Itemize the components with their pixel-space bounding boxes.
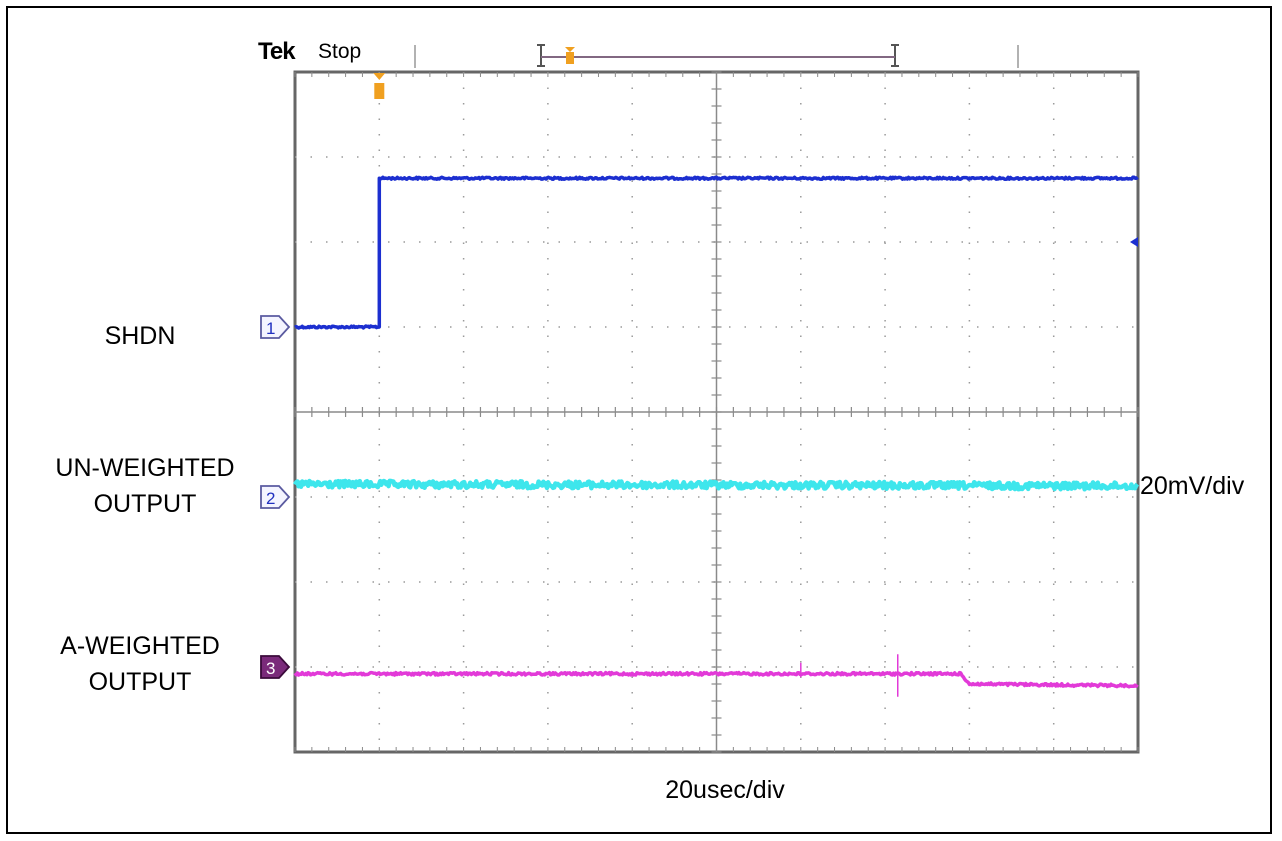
channel-marker-number: 2 — [266, 489, 275, 508]
channel-marker-number: 1 — [266, 319, 275, 338]
brand-label: Tek — [258, 38, 296, 65]
timebase-text: 20usec/div — [665, 776, 785, 804]
ch3-label-line-1: A-WEIGHTED — [60, 632, 220, 660]
trace-ch3 — [293, 670, 1139, 689]
timebase-label: 20usec/div — [600, 772, 850, 808]
channel-marker-box — [260, 315, 291, 339]
ch2-label: UN-WEIGHTED OUTPUT — [20, 450, 270, 522]
trigger-marker — [373, 73, 386, 99]
channel-marker-ch3: 3 — [260, 655, 291, 679]
channel-marker-ch2: 2 — [260, 485, 291, 509]
ch1-label: SHDN — [70, 318, 210, 354]
ch1-reference-arrow — [1130, 237, 1138, 247]
ch1-label-line: SHDN — [104, 322, 176, 350]
ch2-scale-text: 20mV/div — [1140, 472, 1245, 500]
channel-marker-number: 3 — [266, 659, 275, 678]
figure-frame — [6, 6, 1272, 834]
trace-ch1 — [294, 175, 1139, 330]
trace-ch2 — [293, 478, 1140, 492]
ch2-label-line-1: UN-WEIGHTED — [55, 454, 235, 482]
channel-marker-ch1: 1 — [260, 315, 291, 339]
ch2-label-line-2: OUTPUT — [93, 490, 197, 518]
ch2-scale-label: 20mV/div — [1140, 468, 1280, 504]
status-label: Stop — [318, 40, 362, 63]
channel-marker-box — [260, 655, 291, 679]
ch3-label: A-WEIGHTED OUTPUT — [20, 628, 260, 700]
channel-marker-box — [260, 485, 291, 509]
header-trigger-marker — [565, 47, 575, 64]
ch3-label-line-2: OUTPUT — [88, 668, 192, 696]
record-window-bracket — [537, 44, 899, 67]
